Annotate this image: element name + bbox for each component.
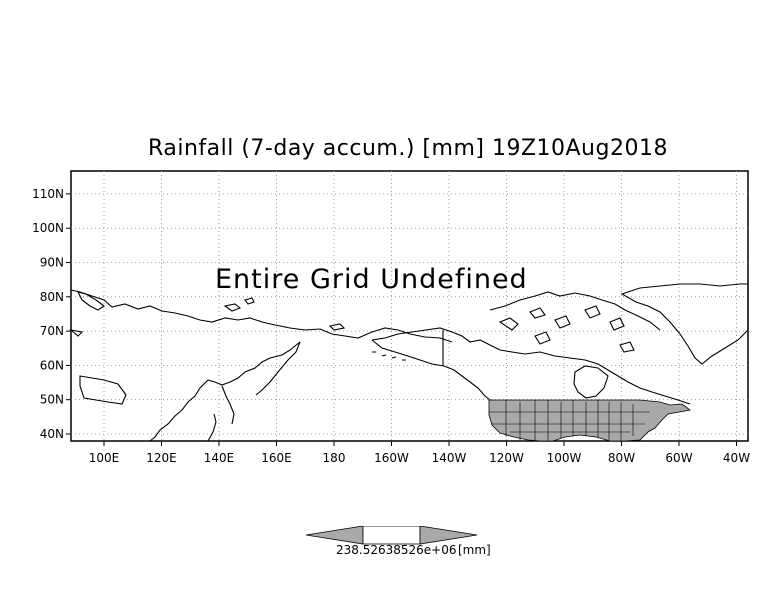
coastlines	[69, 283, 749, 442]
lon-tick-label: 160E	[261, 451, 292, 465]
arctic-islands	[498, 305, 635, 353]
lon-tick-label: 140E	[204, 451, 235, 465]
legend-left-triangle	[306, 526, 364, 545]
lat-tick-label: 90N	[40, 256, 64, 270]
latitude-ticks: 110N 100N 90N 80N 70N 60N 50N 40N	[32, 187, 71, 441]
shaded-data-region	[488, 399, 691, 442]
aleutian-islands	[372, 351, 406, 361]
lat-tick-label: 110N	[32, 187, 64, 201]
legend-value-label: 238.52638526e+06	[336, 543, 457, 557]
lon-tick-label: 100E	[89, 451, 120, 465]
northwest-islands	[69, 291, 105, 337]
lat-tick-label: 40N	[40, 427, 64, 441]
lat-tick-label: 100N	[32, 221, 64, 235]
greenland	[620, 283, 749, 365]
legend-center-box	[362, 526, 421, 545]
asia-arctic-coast	[70, 289, 453, 343]
legend-labels: 238.52638526e+06 [mm]	[336, 543, 516, 559]
color-legend	[306, 526, 478, 545]
hudson-bay	[573, 365, 609, 399]
lon-tick-label: 160W	[374, 451, 409, 465]
interior-asia	[79, 375, 127, 405]
lon-tick-label: 100W	[547, 451, 582, 465]
gridlines	[71, 171, 748, 441]
shaded-region-us	[488, 399, 691, 442]
legend-unit-label: [mm]	[458, 543, 491, 557]
kamchatka	[255, 341, 301, 396]
wrangel-island	[328, 323, 346, 331]
lat-tick-label: 60N	[40, 358, 64, 372]
canada-mainland	[524, 351, 691, 405]
lat-tick-label: 50N	[40, 393, 64, 407]
lat-tick-label: 70N	[40, 324, 64, 338]
lon-tick-label: 120E	[146, 451, 177, 465]
longitude-ticks: 100E 120E 140E 160E 180 160W 140W 120W 100W 80W 60…	[89, 441, 750, 465]
lon-tick-label: 80W	[608, 451, 635, 465]
undefined-grid-message: Entire Grid Undefined	[215, 264, 528, 295]
alaska-coast	[371, 327, 526, 355]
map-title: Rainfall (7-day accum.) [mm] 19Z10Aug201…	[148, 136, 668, 161]
lon-tick-label: 180	[323, 451, 346, 465]
lat-tick-label: 80N	[40, 290, 64, 304]
lon-tick-label: 40W	[723, 451, 750, 465]
legend-right-triangle	[419, 526, 478, 545]
lon-tick-label: 120W	[489, 451, 524, 465]
canadian-archipelago	[489, 291, 661, 331]
east-asia-coast	[149, 379, 209, 442]
lon-tick-label: 60W	[665, 451, 692, 465]
new-siberian-islands	[223, 297, 255, 312]
japan	[207, 413, 217, 442]
alaska-south	[371, 339, 491, 401]
sakhalin	[221, 385, 235, 425]
okhotsk-coast	[207, 341, 301, 386]
lon-tick-label: 140W	[432, 451, 467, 465]
internal-boundaries	[489, 400, 650, 441]
